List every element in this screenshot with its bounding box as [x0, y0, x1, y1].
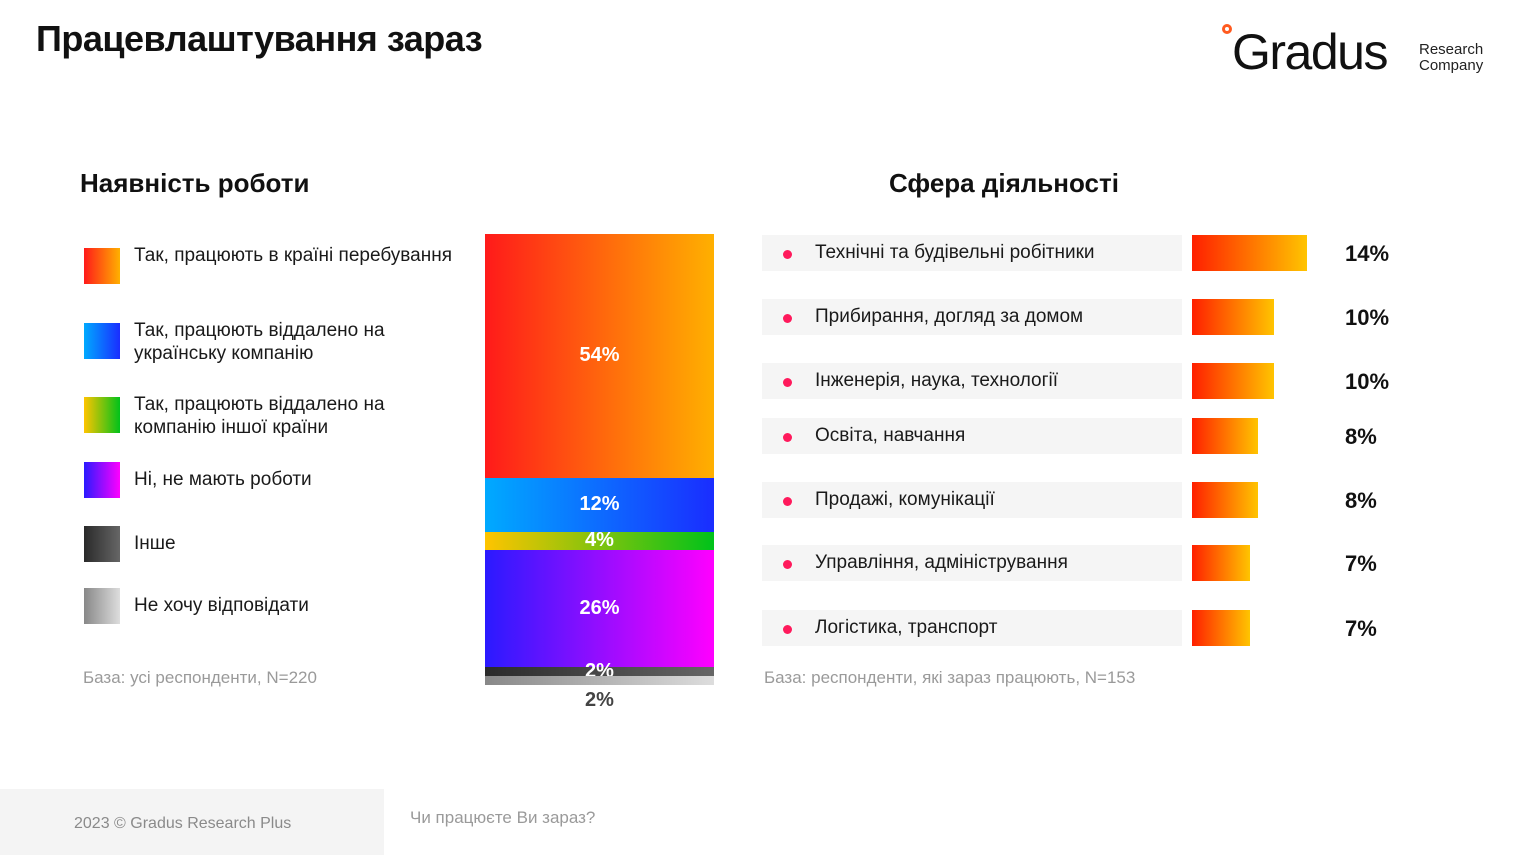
sector-category-label: Продажі, комунікації: [815, 489, 995, 510]
bullet-icon: [783, 433, 792, 442]
logo-word: Gradus: [1232, 24, 1388, 80]
sector-value-label: 7%: [1345, 616, 1377, 641]
legend-label: Так, працюють віддалено на компанію іншо…: [134, 394, 385, 438]
legend-swatch: [84, 248, 120, 284]
sector-category-label: Прибирання, догляд за домом: [815, 306, 1084, 327]
stack-segment-label: 4%: [585, 529, 614, 551]
logo-sub-line1: Research: [1419, 41, 1484, 58]
employment-stacked-bar: 54% 12% 4% 26% 2% 2%: [485, 234, 714, 711]
sector-row-bg: [762, 610, 1182, 646]
stack-segment: [485, 532, 714, 550]
sector-category-label: Логістика, транспорт: [815, 617, 998, 638]
sector-base-note: База: респонденти, які зараз працюють, N…: [764, 668, 1136, 687]
legend-swatch: [84, 323, 120, 359]
legend-label: Ні, не мають роботи: [134, 469, 312, 490]
sector-bar: [1192, 418, 1258, 454]
sector-row-bg: [762, 545, 1182, 581]
sector-bar: [1192, 363, 1274, 399]
sector-bar: [1192, 299, 1274, 335]
sector-title: Сфера діяльності: [889, 168, 1119, 198]
logo-dot-icon: [1222, 24, 1232, 34]
stack-segment-label: 54%: [579, 344, 620, 366]
legend-swatch: [84, 588, 120, 624]
sector-category-label: Інженерія, наука, технології: [815, 370, 1059, 391]
sector-bar: [1192, 482, 1258, 518]
bullet-icon: [783, 378, 792, 387]
stack-segment: [485, 478, 714, 532]
stack-segment-label: 12%: [579, 493, 620, 515]
gradus-logo: Gradus Research Company: [1222, 22, 1512, 92]
employment-base-note: База: усі респонденти, N=220: [83, 668, 317, 687]
legend-label: Так, працюють в країні перебування: [134, 245, 453, 266]
sector-category-label: Освіта, навчання: [815, 425, 966, 446]
stack-segment: [485, 667, 714, 676]
sector-row-bg: [762, 418, 1182, 454]
sector-value-label: 8%: [1345, 424, 1377, 449]
stack-segment-label: 26%: [579, 596, 620, 619]
logo-sub-line2: Company: [1419, 57, 1484, 74]
legend-swatch: [84, 397, 120, 433]
legend-swatch: [84, 462, 120, 498]
legend-swatch: [84, 526, 120, 562]
sector-bar: [1192, 610, 1250, 646]
stack-segment-label: 2%: [585, 689, 614, 711]
stack-segment: [485, 676, 714, 685]
sector-value-label: 7%: [1345, 551, 1377, 576]
logo-subtitle: Research Company: [1419, 42, 1483, 74]
sector-category-label: Управління, адміністрування: [815, 552, 1068, 573]
footer-panel: [0, 789, 384, 855]
sector-value-label: 10%: [1345, 305, 1390, 330]
employment-title: Наявність роботи: [80, 168, 310, 198]
sector-category-label: Технічні та будівельні робітники: [815, 242, 1095, 263]
sector-bar: [1192, 235, 1307, 271]
sector-row-bg: [762, 482, 1182, 518]
sector-row-bg: [762, 363, 1182, 399]
legend-label: Не хочу відповідати: [134, 595, 309, 616]
bullet-icon: [783, 314, 792, 323]
sector-row-bg: [762, 235, 1182, 271]
legend-label: Так, працюють віддалено на українську ко…: [134, 320, 385, 364]
sector-value-label: 14%: [1345, 241, 1390, 266]
survey-question: Чи працюєте Ви зараз?: [410, 808, 596, 827]
sector-row-bg: [762, 299, 1182, 335]
sector-value-label: 8%: [1345, 488, 1377, 513]
legend-label: Інше: [134, 533, 176, 554]
footer-copyright: 2023 © Gradus Research Plus: [74, 815, 292, 832]
bullet-icon: [783, 560, 792, 569]
stack-segment: [485, 234, 714, 478]
page-title: Працевлаштування зараз: [36, 18, 483, 59]
bullet-icon: [783, 250, 792, 259]
bullet-icon: [783, 625, 792, 634]
sector-value-label: 10%: [1345, 369, 1390, 394]
bullet-icon: [783, 497, 792, 506]
sector-bar: [1192, 545, 1250, 581]
stack-segment: [485, 550, 714, 667]
